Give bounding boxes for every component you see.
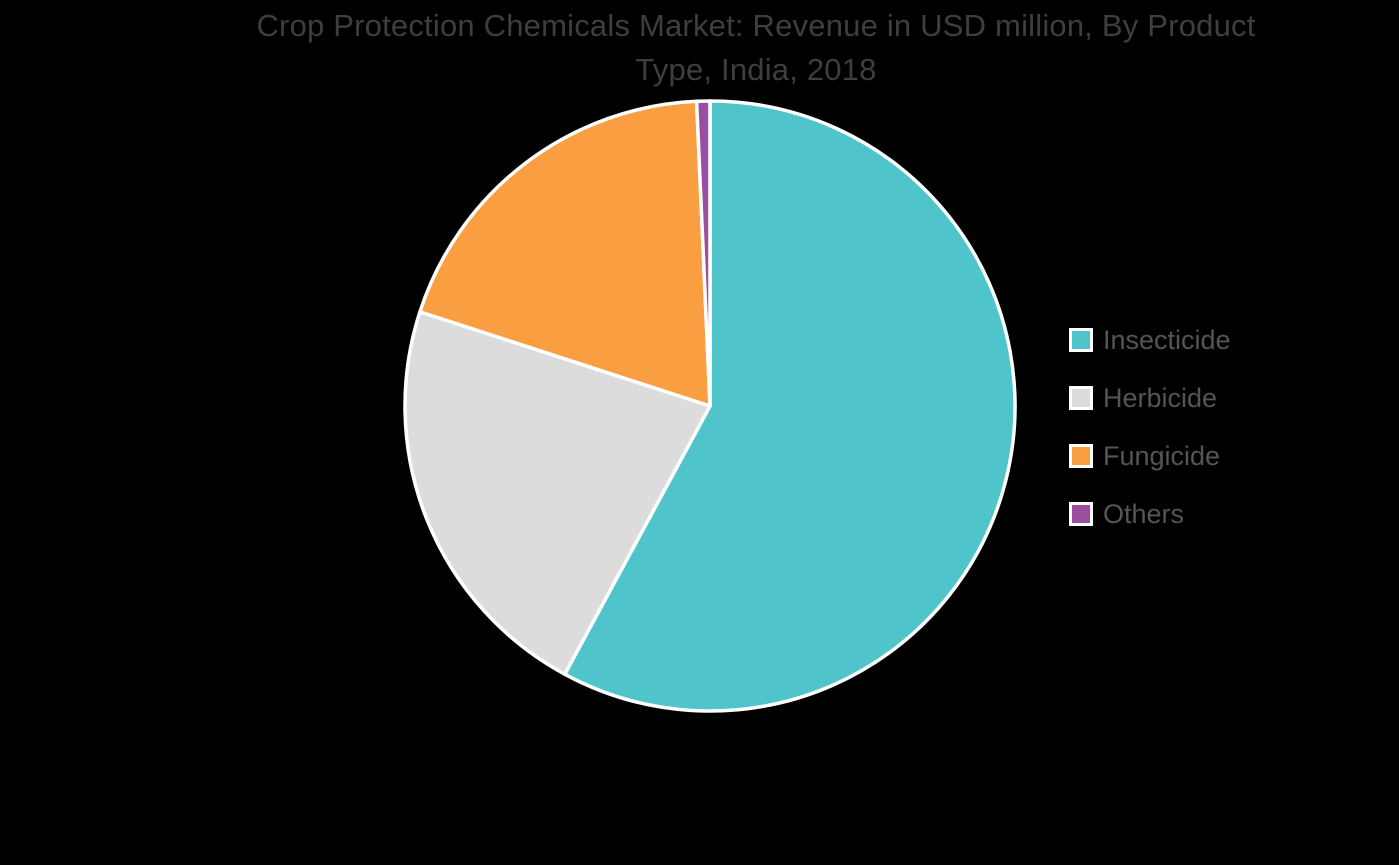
legend-swatch-fungicide <box>1069 444 1093 468</box>
legend-swatch-herbicide <box>1069 386 1093 410</box>
legend-item-herbicide: Herbicide <box>1069 383 1231 413</box>
pie-slice-fungicide <box>418 99 712 408</box>
legend-item-others: Others <box>1069 499 1231 529</box>
legend-label-insecticide: Insecticide <box>1103 325 1231 355</box>
legend-swatch-others <box>1069 502 1093 526</box>
legend-item-insecticide: Insecticide <box>1069 325 1231 355</box>
legend-item-fungicide: Fungicide <box>1069 441 1231 471</box>
chart-title-line2: Type, India, 2018 <box>635 52 877 87</box>
pie-slice-others <box>694 99 712 408</box>
legend-label-herbicide: Herbicide <box>1103 383 1218 413</box>
legend-swatch-insecticide <box>1069 328 1093 352</box>
chart-legend: Insecticide Herbicide Fungicide Others <box>1069 325 1231 560</box>
legend-label-others: Others <box>1103 499 1185 529</box>
pie-slice-insecticide <box>563 99 1017 713</box>
pie-slice-herbicide <box>403 310 712 676</box>
chart-title-line1: Crop Protection Chemicals Market: Revenu… <box>256 8 1256 43</box>
chart-title: Crop Protection Chemicals Market: Revenu… <box>106 4 1399 92</box>
legend-label-fungicide: Fungicide <box>1103 441 1221 471</box>
